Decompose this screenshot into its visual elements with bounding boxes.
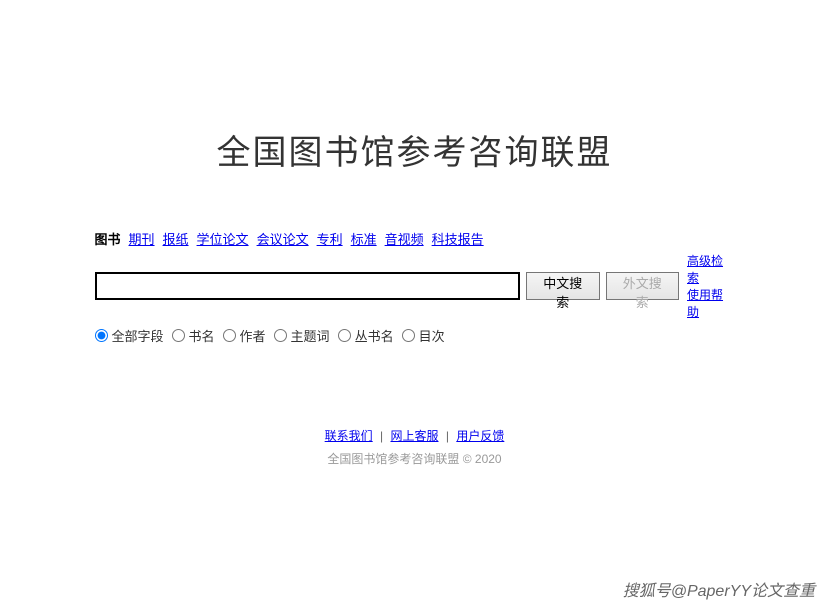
side-links: 高级检索 使用帮助 [687,252,735,320]
radio-row: 全部字段 书名 作者 主题词 丛书名 目次 [95,326,735,345]
help-link[interactable]: 使用帮助 [687,286,735,320]
tab-newspapers[interactable]: 报纸 [163,229,189,248]
foreign-search-button[interactable]: 外文搜索 [606,272,679,300]
tab-books[interactable]: 图书 [95,229,121,248]
radio-contents-input[interactable] [402,329,415,342]
online-service-link[interactable]: 网上客服 [390,429,438,443]
radio-author: 作者 [223,326,266,345]
search-section: 图书 期刊 报纸 学位论文 会议论文 专利 标准 音视频 科技报告 中文搜索 外… [95,229,735,345]
page-title: 全国图书馆参考咨询联盟 [217,125,613,174]
user-feedback-link[interactable]: 用户反馈 [456,429,504,443]
radio-subject-label[interactable]: 主题词 [291,326,330,345]
tab-journals[interactable]: 期刊 [129,229,155,248]
search-input[interactable] [95,272,521,300]
tab-audiovideo[interactable]: 音视频 [385,229,424,248]
main-container: 全国图书馆参考咨询联盟 图书 期刊 报纸 学位论文 会议论文 专利 标准 音视频… [0,0,829,345]
search-row: 中文搜索 外文搜索 高级检索 使用帮助 [95,252,735,320]
radio-title: 书名 [172,326,215,345]
tab-patents[interactable]: 专利 [317,229,343,248]
tab-standards[interactable]: 标准 [351,229,377,248]
footer-separator-2: | [446,429,449,443]
radio-subject: 主题词 [274,326,330,345]
tab-conference[interactable]: 会议论文 [257,229,309,248]
radio-subject-input[interactable] [274,329,287,342]
radio-contents-label[interactable]: 目次 [419,326,445,345]
radio-series-label[interactable]: 丛书名 [355,326,394,345]
radio-series: 丛书名 [338,326,394,345]
footer-links: 联系我们 | 网上客服 | 用户反馈 [0,427,829,444]
contact-us-link[interactable]: 联系我们 [325,429,373,443]
watermark: 搜狐号@PaperYY论文查重 [619,575,819,603]
copyright: 全国图书馆参考咨询联盟 © 2020 [0,450,829,467]
radio-all-fields-input[interactable] [95,329,108,342]
radio-title-label[interactable]: 书名 [189,326,215,345]
tab-dissertations[interactable]: 学位论文 [197,229,249,248]
footer-separator-1: | [380,429,383,443]
advanced-search-link[interactable]: 高级检索 [687,252,735,286]
chinese-search-button[interactable]: 中文搜索 [526,272,599,300]
tabs-row: 图书 期刊 报纸 学位论文 会议论文 专利 标准 音视频 科技报告 [95,229,735,248]
radio-all-fields: 全部字段 [95,326,164,345]
radio-all-fields-label[interactable]: 全部字段 [112,326,164,345]
radio-contents: 目次 [402,326,445,345]
footer: 联系我们 | 网上客服 | 用户反馈 全国图书馆参考咨询联盟 © 2020 [0,427,829,467]
radio-title-input[interactable] [172,329,185,342]
radio-author-input[interactable] [223,329,236,342]
tab-techreports[interactable]: 科技报告 [432,229,484,248]
radio-series-input[interactable] [338,329,351,342]
radio-author-label[interactable]: 作者 [240,326,266,345]
